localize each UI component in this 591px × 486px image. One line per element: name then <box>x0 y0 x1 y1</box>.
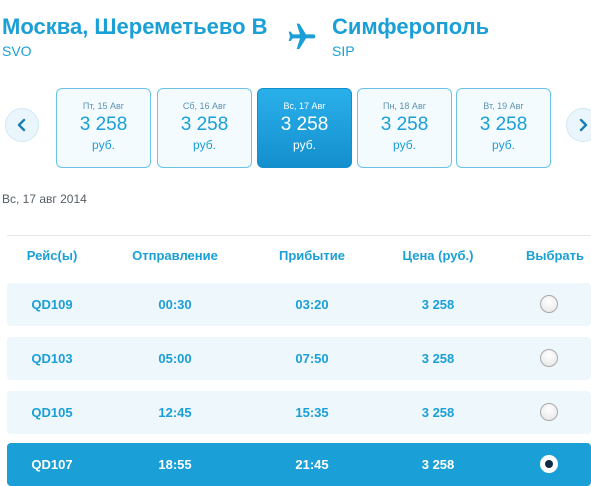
flight-row-qd105[interactable]: QD105 12:45 15:35 3 258 <box>7 391 591 434</box>
airplane-icon <box>288 23 316 49</box>
next-dates-button[interactable] <box>566 108 591 142</box>
flight-price: 3 258 <box>421 405 455 420</box>
date-card-aug-15[interactable]: Пт, 15 Авг 3 258 руб. <box>56 88 151 168</box>
destination-city: Симферополь <box>332 14 490 39</box>
date-card-label: Вс, 17 Авг <box>283 101 326 111</box>
date-card-price: 3 258 <box>380 114 429 135</box>
date-card-currency: руб. <box>293 138 316 152</box>
departure-time: 05:00 <box>158 351 192 366</box>
chevron-left-icon <box>17 118 26 132</box>
header-price: Цена (руб.) <box>402 248 474 263</box>
flight-row-qd107[interactable]: QD107 18:55 21:45 3 258 <box>7 443 591 486</box>
destination-code: SIP <box>332 43 355 59</box>
date-card-label: Сб, 16 Авг <box>182 101 227 111</box>
date-card-aug-16[interactable]: Сб, 16 Авг 3 258 руб. <box>157 88 252 168</box>
header-departure: Отправление <box>132 248 218 263</box>
flight-row-qd103[interactable]: QD103 05:00 07:50 3 258 <box>7 337 591 380</box>
departure-time: 00:30 <box>158 297 192 312</box>
arrival-time: 07:50 <box>295 351 329 366</box>
select-radio[interactable] <box>540 295 558 313</box>
date-card-price: 3 258 <box>479 114 528 135</box>
date-card-aug-19[interactable]: Вт, 19 Авг 3 258 руб. <box>456 88 551 168</box>
date-card-price: 3 258 <box>180 114 229 135</box>
flight-number: QD109 <box>31 297 73 312</box>
flight-number: QD107 <box>31 457 73 472</box>
chevron-right-icon <box>579 118 588 132</box>
route-header: Москва, Шереметьево В SVO Симферополь SI… <box>2 14 591 64</box>
date-card-label: Вт, 19 Авг <box>483 101 524 111</box>
date-card-aug-18[interactable]: Пн, 18 Авг 3 258 руб. <box>357 88 452 168</box>
departure-time: 12:45 <box>158 405 192 420</box>
departure-time: 18:55 <box>158 457 192 472</box>
date-card-price: 3 258 <box>79 114 128 135</box>
selected-date-label: Вс, 17 авг 2014 <box>2 192 87 206</box>
arrival-time: 03:20 <box>295 297 329 312</box>
date-card-currency: руб. <box>92 138 115 152</box>
date-card-price: 3 258 <box>280 114 329 135</box>
flight-number: QD105 <box>31 405 73 420</box>
divider <box>7 235 591 236</box>
origin-city: Москва, Шереметьево В <box>2 14 268 39</box>
date-card-currency: руб. <box>193 138 216 152</box>
flight-number: QD103 <box>31 351 73 366</box>
arrival-time: 15:35 <box>295 405 329 420</box>
date-card-label: Пт, 15 Авг <box>82 101 125 111</box>
prev-dates-button[interactable] <box>5 108 39 142</box>
date-card-currency: руб. <box>492 138 515 152</box>
select-radio[interactable] <box>540 403 558 421</box>
select-radio[interactable] <box>540 455 558 473</box>
date-card-aug-17[interactable]: Вс, 17 Авг 3 258 руб. <box>257 88 352 168</box>
flight-price: 3 258 <box>421 351 455 366</box>
header-arrival: Прибытие <box>279 248 345 263</box>
header-select: Выбрать <box>525 248 585 263</box>
flight-price: 3 258 <box>421 297 455 312</box>
origin-code: SVO <box>2 43 32 59</box>
header-flight: Рейс(ы) <box>26 248 78 263</box>
select-radio[interactable] <box>540 349 558 367</box>
flight-price: 3 258 <box>421 457 455 472</box>
date-card-currency: руб. <box>393 138 416 152</box>
arrival-time: 21:45 <box>295 457 329 472</box>
date-card-label: Пн, 18 Авг <box>382 101 427 111</box>
flight-row-qd109[interactable]: QD109 00:30 03:20 3 258 <box>7 283 591 326</box>
